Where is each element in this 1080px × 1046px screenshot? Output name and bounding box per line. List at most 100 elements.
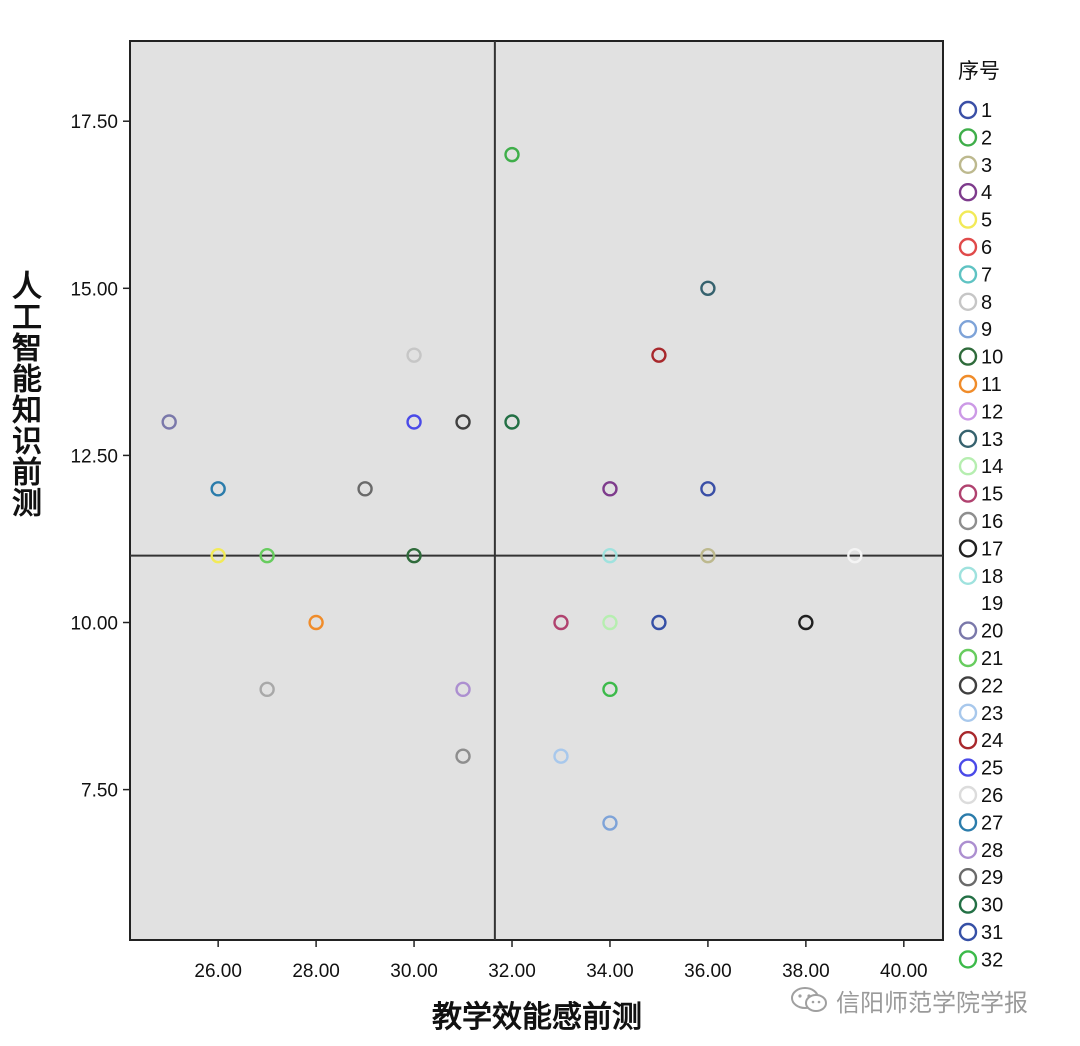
legend-label: 8: [981, 292, 992, 314]
legend-marker: [958, 731, 978, 750]
legend-marker: [958, 511, 978, 531]
legend-marker: [958, 895, 978, 914]
legend-marker: [958, 457, 978, 476]
legend-marker: [958, 676, 978, 695]
legend-marker: [958, 785, 978, 805]
legend-marker: [958, 128, 978, 147]
data-point: [455, 681, 471, 698]
legend-label: 20: [981, 621, 1003, 643]
data-point: [210, 481, 226, 497]
legend-marker: [958, 922, 978, 942]
legend-marker: [958, 182, 978, 202]
y-tick-label: 15.00: [70, 279, 118, 300]
x-tick-label: 40.00: [880, 961, 928, 982]
y-tick-label: 17.50: [70, 112, 118, 133]
data-point: [651, 347, 667, 363]
legend-label: 22: [981, 675, 1003, 697]
legend-label: 29: [981, 867, 1003, 889]
legend-label: 12: [981, 401, 1003, 423]
data-point: [602, 547, 618, 564]
legend-label: 31: [981, 922, 1003, 944]
x-tick-label: 32.00: [488, 961, 536, 982]
legend-label: 10: [981, 347, 1003, 369]
legend-label: 21: [981, 648, 1003, 670]
legend-marker: [958, 292, 978, 311]
legend-label: 16: [981, 511, 1003, 533]
y-axis-title: 人工智能知识前测: [12, 270, 42, 522]
legend-marker: [958, 429, 978, 448]
legend-label: 27: [981, 812, 1003, 834]
y-tick-label: 10.00: [70, 614, 118, 635]
data-point: [210, 547, 226, 564]
data-point: [406, 347, 422, 363]
legend-marker: [958, 621, 978, 640]
x-tick-label: 38.00: [782, 961, 830, 982]
data-points: [161, 146, 863, 831]
x-axis-title: 教学效能感前测: [432, 1000, 642, 1035]
plot-area: [129, 40, 944, 941]
watermark: 信阳师范学院学报: [790, 983, 1060, 1017]
x-tick-label: 26.00: [194, 961, 242, 982]
legend-marker: [958, 950, 978, 969]
legend-marker: [958, 813, 978, 832]
data-point: [357, 481, 373, 497]
data-point: [847, 547, 863, 564]
legend-marker: [958, 758, 978, 777]
legend-label: 3: [981, 155, 992, 177]
data-point: [504, 414, 520, 430]
y-tick-label: 7.50: [81, 781, 118, 802]
data-point: [259, 681, 275, 698]
legend-marker: [958, 840, 978, 859]
data-point: [798, 614, 814, 631]
data-point: [700, 547, 716, 564]
x-tick-label: 36.00: [684, 961, 732, 982]
legend-marker: [958, 703, 978, 722]
legend-label: 5: [981, 210, 992, 232]
legend-label: 19: [981, 593, 1003, 615]
data-point: [700, 481, 716, 497]
legend-marker: [958, 100, 978, 120]
data-point: [455, 414, 471, 430]
legend-label: 32: [981, 949, 1003, 971]
y-axis: 17.50 15.00 12.50 10.00 7.50: [70, 112, 130, 802]
data-point: [259, 547, 275, 564]
data-point: [602, 614, 618, 631]
legend-label: 11: [981, 374, 1002, 396]
data-point: [406, 547, 422, 564]
data-point: [602, 815, 618, 831]
legend-label: 18: [981, 566, 1003, 588]
legend-marker: [958, 320, 978, 339]
data-point: [308, 614, 324, 631]
legend-label: 26: [981, 785, 1003, 807]
legend-marker: [958, 210, 978, 229]
legend-label: 30: [981, 895, 1003, 917]
legend-label: 6: [981, 237, 992, 259]
x-tick-label: 28.00: [292, 961, 340, 982]
legend-label: 23: [981, 703, 1003, 725]
legend-marker: [958, 566, 978, 585]
legend-label: 13: [981, 429, 1003, 451]
data-point: [553, 614, 569, 631]
legend-label: 7: [981, 264, 992, 286]
legend-marker: [958, 402, 978, 421]
legend-marker: [958, 347, 978, 366]
legend-label: 4: [981, 182, 992, 204]
data-point: [455, 748, 471, 764]
legend-title: 序号: [958, 59, 1000, 83]
legend-marker: [958, 868, 978, 887]
legend-marker: [958, 374, 978, 394]
watermark-text: 信阳师范学院学报: [836, 988, 1028, 1017]
legend-label: 28: [981, 840, 1003, 862]
legend-marker: [958, 265, 978, 284]
legend-marker: [958, 155, 978, 175]
legend-marker: [958, 484, 978, 503]
legend: 序号 1234567891011121314151617181920212223…: [958, 59, 1003, 971]
data-point: [651, 614, 667, 631]
data-point: [406, 414, 422, 430]
data-point: [602, 481, 618, 497]
reference-lines: [130, 41, 943, 940]
data-point: [602, 681, 618, 698]
data-point: [700, 280, 716, 297]
wechat-icon: [791, 987, 827, 1012]
